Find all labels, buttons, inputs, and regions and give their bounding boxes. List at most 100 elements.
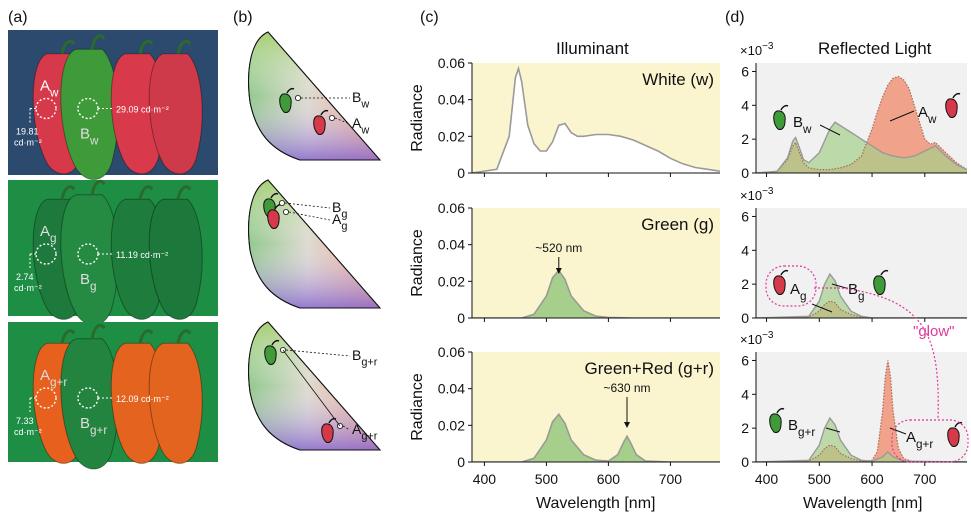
reflect-label-bg: Bg bbox=[848, 281, 865, 303]
chroma-label-a-2: Ag+r bbox=[352, 421, 378, 443]
reflect-pepper-ag-stem bbox=[780, 269, 789, 276]
reflect-label-ag: Ag bbox=[790, 281, 807, 303]
reflect-plot-0 bbox=[756, 75, 967, 173]
glow-label: "glow" bbox=[913, 323, 955, 340]
illuminant-chart: 0 0.02 0.04 0.06 White (w) Radiance 0 0.02 0.04 0… bbox=[409, 55, 720, 487]
chroma-pepper-b-2 bbox=[264, 345, 277, 365]
pepper-stem-green-2 bbox=[138, 185, 154, 200]
chroma-pepper-a-0-stem bbox=[320, 109, 329, 116]
reflect-line-b-1 bbox=[756, 272, 967, 318]
x-axis-label-d: Wavelength [nm] bbox=[803, 495, 922, 512]
chroma-pepper-a-0 bbox=[313, 115, 326, 135]
reflect-line-b-0 bbox=[756, 121, 967, 173]
label-a-white: Aw bbox=[40, 78, 59, 100]
reflected-title: Reflected Light bbox=[818, 39, 932, 58]
illuminant-1-ytick-label-1: 0.02 bbox=[438, 273, 465, 289]
reflect-pointer-agr bbox=[889, 427, 907, 435]
label-a-green: Ag bbox=[40, 223, 57, 245]
reflect-label-agr: Ag+r bbox=[906, 429, 933, 451]
reflect-2-ytick-label-1: 2 bbox=[741, 420, 749, 436]
reflect-line-b-2 bbox=[756, 416, 967, 462]
reflect-2-ytick-label-2: 4 bbox=[741, 386, 749, 402]
glow-annotation: "glow" bbox=[765, 265, 969, 463]
reflect-2-ytick-label-3: 6 bbox=[741, 352, 749, 368]
pepper-stem-white-3 bbox=[176, 39, 192, 55]
reflect-pepper-agr bbox=[947, 427, 960, 447]
pepper-stem-white-2 bbox=[138, 39, 154, 55]
reflect-pointer-bg bbox=[831, 283, 847, 289]
illuminant-1-ytick-label-0: 0 bbox=[457, 310, 465, 326]
label-b-white: Bw bbox=[80, 126, 99, 148]
chroma-pepper-b-0 bbox=[279, 93, 292, 113]
y-axis-label-c-1: Radiance bbox=[409, 229, 426, 297]
chroma-point-a-1 bbox=[282, 208, 289, 215]
luminance-a-unit-green+red: cd·m⁻² bbox=[14, 427, 42, 437]
peak-520-label: ~520 nm bbox=[535, 241, 582, 255]
reflect-pointer-bgr bbox=[825, 427, 841, 433]
reflect-pepper-bg-stem bbox=[880, 269, 889, 276]
illuminant-2-xtick-label-1: 500 bbox=[535, 471, 559, 487]
illuminant-title: Illuminant bbox=[556, 39, 629, 58]
exponent-label-2: ×10−3 bbox=[740, 330, 774, 347]
peak-520-arrowhead bbox=[555, 268, 562, 274]
reflect-pointer-ag bbox=[811, 303, 833, 313]
reflect-0-ytick-label-1: 2 bbox=[741, 131, 749, 147]
reflect-1-ytick-label-0: 0 bbox=[741, 310, 749, 326]
chroma-pepper-b-1-stem bbox=[270, 192, 279, 199]
illuminant-plot-0 bbox=[472, 65, 720, 173]
illuminant-bg-2 bbox=[472, 352, 720, 462]
chroma-label-a-1: Ag bbox=[332, 211, 347, 233]
illuminant-2-ytick-label-0: 0 bbox=[457, 454, 465, 470]
roi-a-green bbox=[35, 243, 57, 265]
chroma-label-a-0: Aw bbox=[352, 115, 369, 137]
x-axis-label-c: Wavelength [nm] bbox=[536, 495, 655, 512]
luminance-a-white: 19.81 bbox=[16, 127, 39, 137]
peak-630-label: ~630 nm bbox=[603, 381, 650, 395]
luminance-a-green+red: 7.33 bbox=[16, 416, 34, 426]
illuminant-1-ytick-label-3: 0.06 bbox=[438, 200, 465, 216]
pepper-green-3 bbox=[148, 198, 203, 320]
reflect-1-ytick-label-3: 6 bbox=[741, 208, 749, 224]
reflect-0-ytick-label-2: 4 bbox=[741, 97, 749, 113]
reflect-2-xtick-label-2: 600 bbox=[860, 471, 884, 487]
label-a-green+red: Ag+r bbox=[40, 367, 67, 389]
chroma-label-b-0: Bw bbox=[352, 89, 369, 111]
reflected-light-chart: 0 2 4 6 ×10−3 0 2 4 6 ×10−3 0 2 4 6 400 500 600 700 ×10−3 B… bbox=[740, 41, 967, 487]
illuminant-line-0 bbox=[472, 65, 720, 173]
panel-label-b: (b) bbox=[233, 9, 253, 26]
pepper-stem-green+red-0 bbox=[60, 329, 76, 344]
series-label-0: White (w) bbox=[642, 70, 714, 89]
gamut-overlay-1 bbox=[248, 179, 382, 309]
reflect-label-bw: Bw bbox=[793, 114, 812, 136]
chroma-pepper-a-2 bbox=[321, 423, 334, 443]
illuminant-2-xtick-label-2: 600 bbox=[597, 471, 621, 487]
exponent-label-0: ×10−3 bbox=[740, 41, 774, 58]
illuminant-2-ytick-label-3: 0.06 bbox=[438, 344, 465, 360]
reflect-0-ytick-label-3: 6 bbox=[741, 63, 749, 79]
reflect-line-a-1 bbox=[756, 300, 967, 318]
gamut-overlay-2 bbox=[248, 321, 382, 451]
panel-label-d: (d) bbox=[725, 9, 745, 26]
chroma-pepper-a-2-stem bbox=[328, 417, 337, 424]
y-axis-label-c-0: Radiance bbox=[409, 84, 426, 152]
reflect-pepper-aw bbox=[945, 98, 958, 118]
reflect-2-ytick-label-0: 0 bbox=[741, 454, 749, 470]
reflect-pepper-aw-stem bbox=[952, 92, 961, 99]
pepper-stem-green+red-1 bbox=[90, 323, 106, 340]
pepper-stem-green+red-3 bbox=[176, 329, 192, 344]
luminance-a-green: 2.74 bbox=[16, 272, 34, 282]
illuminant-0-ytick-label-1: 0.02 bbox=[438, 128, 465, 144]
gamut-overlay-0 bbox=[248, 31, 382, 161]
illuminant-0-ytick-label-2: 0.04 bbox=[438, 92, 465, 108]
luminance-b-green: 11.19 cd·m⁻² bbox=[116, 250, 168, 260]
pepper-stem-green-0 bbox=[60, 185, 76, 200]
reflect-bg-2 bbox=[756, 352, 967, 462]
chroma-label-b-2: Bg+r bbox=[352, 347, 378, 369]
reflect-label-aw: Aw bbox=[918, 104, 937, 126]
chroma-pepper-b-0-stem bbox=[286, 87, 295, 94]
chroma-line-a-2 bbox=[342, 425, 351, 431]
panel-label-a: (a) bbox=[8, 9, 28, 26]
label-b-green: Bg bbox=[80, 271, 97, 293]
pepper-white-3 bbox=[148, 53, 203, 175]
illuminant-1-ytick-label-2: 0.04 bbox=[438, 237, 465, 253]
